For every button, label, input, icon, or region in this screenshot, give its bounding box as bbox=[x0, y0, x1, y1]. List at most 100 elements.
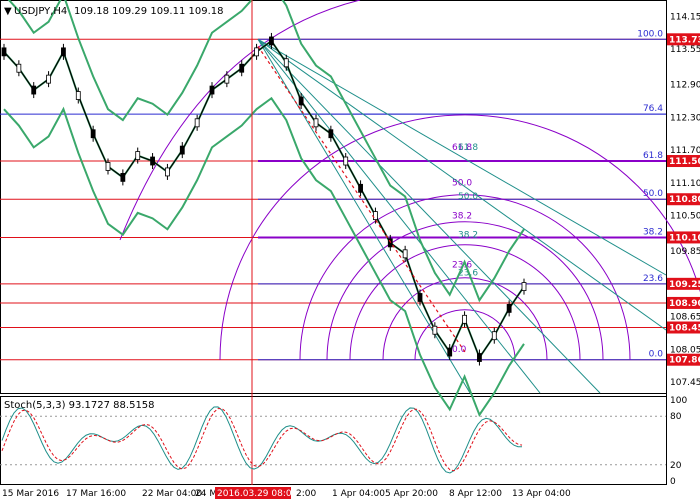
price-badge-label-3: 110.80 bbox=[669, 195, 700, 205]
fan-label-1: 50.0 bbox=[458, 192, 478, 202]
band-lower bbox=[3, 96, 525, 417]
candle-body-18 bbox=[269, 36, 274, 46]
price-badge-label-0: 113.73 bbox=[669, 35, 700, 45]
stoch-signal bbox=[1, 408, 523, 472]
horizontal-levels: 100.0 76.4 61.8 50.0 38.2 23.6 0.0 bbox=[0, 29, 666, 361]
price-tick-1: 113.55 bbox=[670, 45, 700, 55]
price-tick-0: 114.15 bbox=[670, 12, 700, 22]
arc-label-2: 38.2 bbox=[452, 211, 472, 221]
price-tick-2: 112.90 bbox=[670, 81, 700, 91]
price-tick-4: 111.70 bbox=[670, 146, 700, 156]
candle-body-1 bbox=[16, 63, 22, 73]
time-label-3: 24 M bbox=[195, 489, 217, 499]
arc-label-4: 0.0 bbox=[452, 345, 467, 355]
header-triangle: ▼ bbox=[4, 6, 12, 17]
candle-body-28 bbox=[417, 293, 423, 302]
candle-body-26 bbox=[387, 238, 393, 248]
price-tick-9: 108.65 bbox=[670, 313, 700, 323]
time-label-1: 17 Mar 16:00 bbox=[66, 489, 126, 499]
candle-body-3 bbox=[46, 74, 51, 84]
dashed-trend bbox=[257, 46, 466, 353]
candle-body-31 bbox=[462, 314, 467, 324]
time-label-2: 22 Mar 04:00 bbox=[142, 489, 202, 499]
candle-body-13 bbox=[194, 118, 200, 128]
candle-body-29 bbox=[432, 325, 438, 335]
time-label-7: 5 Apr 20:00 bbox=[385, 489, 438, 499]
price-badge-label-6: 108.90 bbox=[669, 299, 700, 309]
candle-body-15 bbox=[224, 74, 230, 84]
candle-body-16 bbox=[239, 63, 245, 73]
fib-label-3: 50.0 bbox=[643, 189, 663, 199]
time-label-9: 13 Apr 04:00 bbox=[512, 489, 571, 499]
candle-body-24 bbox=[358, 183, 363, 193]
price-axis-labels: 114.15 113.55 112.90 112.30 111.70 111.10 110.… bbox=[667, 12, 700, 487]
fib-arc-2 bbox=[349, 244, 581, 360]
fib-arc-1 bbox=[382, 277, 548, 360]
price-tick-5: 111.10 bbox=[670, 179, 700, 189]
fib-arc-outer bbox=[119, 0, 361, 241]
price-badge-0 bbox=[667, 33, 700, 46]
time-label-0: 15 Mar 2016 bbox=[2, 489, 59, 499]
price-badge-3 bbox=[667, 193, 700, 206]
candle-body-19 bbox=[283, 58, 289, 68]
candle-body-35 bbox=[521, 282, 527, 291]
fib-arc-4 bbox=[299, 194, 631, 360]
price-badge-4 bbox=[667, 231, 700, 244]
fan-line-2 bbox=[257, 38, 601, 394]
candle-body-6 bbox=[90, 129, 96, 139]
candle-body-20 bbox=[298, 96, 304, 106]
price-tick-6: 110.50 bbox=[670, 212, 700, 222]
fib-arc-5 bbox=[219, 114, 700, 360]
price-badge-8 bbox=[667, 353, 700, 366]
fib-label-1: 76.4 bbox=[643, 104, 663, 114]
candle-body-10 bbox=[150, 156, 155, 166]
stoch-main bbox=[1, 406, 523, 474]
stoch-lines bbox=[0, 406, 666, 474]
time-label-6: 1 Apr 04:00 bbox=[332, 489, 385, 499]
price-badge-label-4: 110.10 bbox=[669, 233, 700, 243]
fib-label-4: 38.2 bbox=[643, 227, 663, 237]
price-tick-11: 107.45 bbox=[670, 378, 700, 388]
candle-body-21 bbox=[313, 118, 319, 128]
candle-body-33 bbox=[491, 331, 497, 341]
candle-body-32 bbox=[477, 353, 482, 362]
fib-label-2: 61.8 bbox=[643, 151, 663, 161]
fib-label-0: 100.0 bbox=[637, 29, 663, 39]
candle-body-27 bbox=[402, 249, 408, 259]
price-badge-label-5: 109.25 bbox=[669, 280, 700, 290]
candle-body-30 bbox=[447, 347, 453, 357]
stoch-title: Stoch(5,3,3) 93.1727 88.5158 bbox=[4, 400, 155, 411]
fan-label-0: 61.8 bbox=[458, 143, 478, 153]
trend-line bbox=[257, 46, 466, 353]
arc-label-1: 50.0 bbox=[452, 179, 472, 189]
price-badge-label-2: 111.50 bbox=[669, 157, 700, 167]
price-badge-label-8: 107.86 bbox=[669, 356, 700, 366]
fan-label-2: 38.2 bbox=[458, 230, 478, 240]
fib-arc-3 bbox=[326, 221, 604, 360]
time-highlight-bg bbox=[215, 487, 291, 499]
candle-body-4 bbox=[61, 47, 66, 57]
candle-body-5 bbox=[75, 91, 81, 100]
fib-arc-0 bbox=[414, 309, 516, 360]
price-tick-3: 112.30 bbox=[670, 113, 700, 123]
price-badge-7 bbox=[667, 321, 700, 334]
candle-body-14 bbox=[209, 85, 215, 95]
candle-body-25 bbox=[373, 211, 378, 221]
time-label-8: 8 Apr 12:00 bbox=[449, 489, 502, 499]
fib-label-8: 0.0 bbox=[649, 350, 664, 360]
candle-body-17 bbox=[254, 47, 259, 57]
band-upper bbox=[7, 0, 525, 303]
candle-body-22 bbox=[328, 129, 334, 139]
price-line bbox=[3, 40, 525, 359]
stoch-tick-2: 20 bbox=[670, 461, 682, 471]
candle-body-9 bbox=[135, 151, 141, 160]
price-tick-10: 108.05 bbox=[670, 345, 700, 355]
candle-body-12 bbox=[179, 145, 185, 155]
price-badge-6 bbox=[667, 296, 700, 309]
fib-label-5: 23.6 bbox=[643, 274, 663, 284]
time-label-4: 2016.03.29 08:00 bbox=[217, 489, 298, 499]
price-badge-5 bbox=[667, 277, 700, 290]
candle-body-34 bbox=[506, 303, 512, 313]
